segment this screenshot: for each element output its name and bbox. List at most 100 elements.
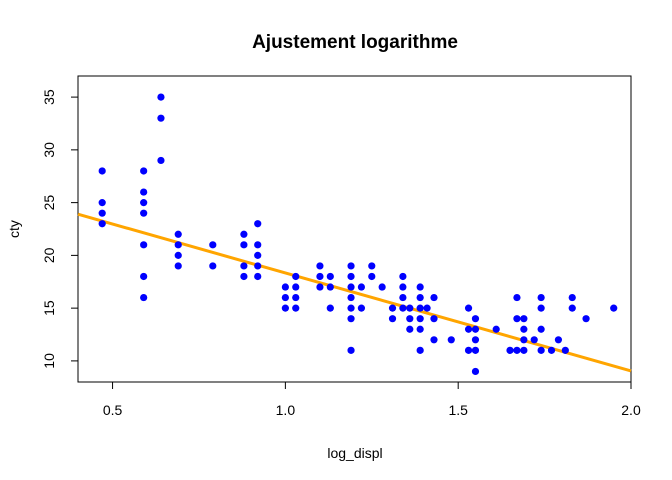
data-point (423, 304, 431, 312)
data-point (347, 283, 355, 291)
data-point (140, 209, 148, 217)
data-point (568, 293, 576, 302)
data-point (537, 293, 545, 302)
data-point (209, 241, 217, 249)
data-point (513, 346, 521, 354)
data-point (347, 346, 355, 354)
data-point (471, 315, 480, 323)
regression-line (77, 212, 632, 373)
y-tick-label: 25 (41, 195, 57, 211)
data-point (316, 283, 324, 291)
data-point (98, 167, 106, 175)
data-point (464, 304, 473, 312)
data-point (406, 325, 414, 333)
data-point (378, 283, 386, 291)
data-point (240, 230, 248, 238)
data-point (582, 315, 590, 323)
y-axis: 10 15 20 25 30 35 (41, 89, 79, 369)
data-point (554, 336, 563, 344)
data-point (174, 241, 182, 249)
data-point (416, 346, 424, 354)
y-tick-label: 30 (41, 142, 57, 158)
data-point (98, 209, 106, 217)
data-point (316, 262, 324, 270)
data-point (430, 293, 438, 302)
data-point (140, 188, 148, 196)
data-point (520, 315, 528, 323)
data-point (399, 272, 407, 281)
data-point (530, 336, 538, 344)
data-point (471, 346, 480, 354)
data-point (157, 93, 165, 101)
data-point (347, 315, 355, 323)
data-point (520, 325, 528, 333)
data-point (140, 272, 148, 281)
data-point (430, 315, 438, 323)
data-point (506, 346, 514, 354)
data-point (537, 325, 545, 333)
data-point (388, 315, 397, 323)
data-point (326, 304, 334, 312)
data-point (368, 272, 376, 281)
data-point (292, 272, 300, 281)
fit-line-group (77, 212, 632, 373)
x-tick-label: 2.0 (621, 402, 641, 418)
data-point (430, 336, 438, 344)
data-point (547, 346, 556, 354)
data-point (471, 325, 480, 333)
data-point (406, 315, 414, 323)
data-point (406, 304, 414, 312)
plot-frame (77, 75, 632, 383)
data-point (254, 272, 262, 281)
data-point (98, 220, 106, 228)
y-tick-label: 10 (41, 353, 57, 369)
data-point (174, 262, 182, 270)
data-point (464, 346, 473, 354)
data-point (254, 251, 262, 259)
data-point (326, 272, 334, 281)
data-point (292, 293, 300, 302)
data-point (240, 272, 248, 281)
data-point (447, 336, 455, 344)
data-point (347, 304, 355, 312)
data-point (292, 283, 300, 291)
data-point (399, 304, 407, 312)
data-point (416, 283, 424, 291)
data-point (254, 262, 262, 270)
data-point (537, 346, 545, 354)
x-axis: 0.5 1.0 1.5 2.0 (103, 381, 641, 418)
data-point (520, 346, 528, 354)
x-tick-label: 1.5 (448, 402, 468, 418)
data-point (347, 262, 355, 270)
data-point (399, 283, 407, 291)
data-point (98, 199, 106, 207)
points-group (98, 93, 618, 376)
data-point (292, 304, 300, 312)
data-point (281, 304, 289, 312)
data-point (471, 336, 480, 344)
data-point (157, 156, 165, 165)
data-point (347, 272, 355, 281)
data-point (610, 304, 618, 312)
data-point (326, 283, 334, 291)
data-point (240, 262, 248, 270)
data-point (537, 304, 545, 312)
data-point (513, 293, 521, 302)
data-point (254, 241, 262, 249)
data-point (347, 293, 355, 302)
x-tick-label: 1.0 (276, 402, 296, 418)
y-axis-label: cty (6, 220, 22, 238)
data-point (140, 199, 148, 207)
data-point (240, 241, 248, 249)
data-point (316, 272, 324, 281)
data-point (174, 251, 182, 259)
data-point (281, 293, 289, 302)
data-point (281, 283, 289, 291)
data-point (492, 325, 500, 333)
data-point (416, 304, 424, 312)
data-point (471, 367, 480, 376)
data-point (464, 325, 473, 333)
data-point (174, 230, 182, 238)
data-point (399, 293, 407, 302)
